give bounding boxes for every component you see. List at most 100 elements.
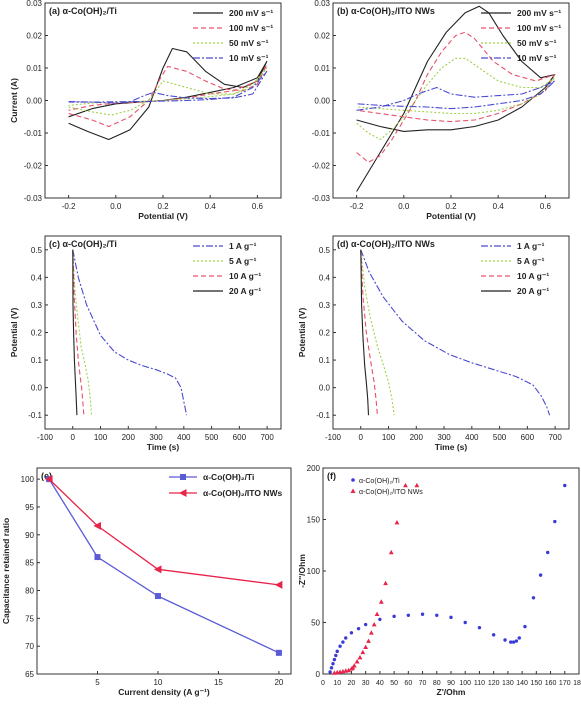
x-tick-label: 180 (573, 680, 581, 687)
y-tick-label: -0.1 (28, 411, 42, 420)
series-2 (72, 249, 93, 416)
data-point (514, 639, 519, 643)
series-2 (356, 31, 556, 163)
x-tick-label: 10 (153, 678, 162, 687)
x-tick-label: 0.0 (398, 202, 410, 211)
y-tick-label: -0.03 (312, 194, 331, 203)
legend-label: 1 A g⁻¹ (517, 241, 545, 251)
legend-label: 50 mV s⁻¹ (229, 38, 269, 48)
data-point (371, 621, 377, 627)
x-tick-label: -0.2 (62, 202, 76, 211)
x-tick-label: 700 (548, 433, 562, 442)
legend-label: 10 mV s⁻¹ (229, 53, 269, 63)
series-4 (72, 249, 78, 416)
y-tick-label: -0.01 (24, 129, 43, 138)
data-point (392, 614, 396, 619)
y-axis-label: -Z''/Ohm (297, 554, 307, 588)
x-tick-label: 300 (437, 433, 451, 442)
data-point (341, 640, 345, 644)
x-tick-label: 0.6 (252, 202, 264, 211)
y-tick-label: 85 (25, 559, 34, 568)
legend-label: 20 A g⁻¹ (229, 286, 261, 296)
series-3 (68, 67, 268, 116)
y-tick-label: 0.02 (26, 32, 42, 41)
y-tick-label: 0.2 (319, 329, 331, 338)
data-point (368, 630, 374, 635)
data-point (94, 554, 101, 561)
x-tick-label: 15 (214, 678, 223, 687)
y-tick-label: 0.00 (26, 97, 42, 106)
x-tick-label: 100 (459, 680, 471, 687)
data-point (328, 670, 332, 674)
legend-label: 10 A g⁻¹ (517, 271, 549, 281)
series-line (360, 249, 395, 416)
legend-marker (180, 474, 186, 480)
series-1 (46, 476, 282, 656)
x-tick-label: 100 (382, 433, 396, 442)
x-tick-label: 90 (447, 680, 455, 687)
y-tick-label: -0.02 (24, 162, 43, 171)
y-tick-label: 70 (25, 642, 34, 651)
series-1 (328, 483, 567, 674)
x-tick-label: 200 (122, 433, 136, 442)
x-tick-label: 500 (205, 433, 219, 442)
data-point (275, 649, 282, 656)
y-tick-label: 90 (25, 531, 34, 540)
x-tick-label: 40 (376, 680, 384, 687)
panel-b: -0.2 0.0 0.2 0.4 0.6 -0.03 -0.02 -0.01 0.00 0.01 0… (312, 0, 570, 221)
data-point (331, 662, 335, 666)
data-point (414, 482, 420, 488)
legend-label: α-Co(OH)₂/Ti (359, 478, 400, 485)
data-point (45, 475, 53, 484)
x-tick-label: 20 (274, 678, 283, 687)
data-point (531, 596, 536, 600)
data-point (344, 636, 348, 640)
y-tick-label: -0.1 (316, 411, 330, 420)
legend-label: 10 A g⁻¹ (229, 271, 261, 281)
data-point (363, 644, 369, 650)
y-tick-label: 0.03 (26, 0, 42, 8)
x-tick-label: 20 (348, 680, 356, 687)
x-tick-label: 300 (149, 433, 163, 442)
y-tick-label: -0.03 (24, 194, 43, 203)
data-point (366, 638, 371, 643)
data-point (463, 620, 467, 625)
series-line (72, 249, 93, 416)
data-point (360, 649, 366, 655)
y-axis-label: Capacitance retained ratio (1, 518, 11, 624)
series-line (356, 57, 556, 141)
panel-label: (a) α-Co(OH)₂/Ti (49, 6, 117, 16)
y-tick-label: 0.3 (31, 301, 43, 310)
series-line (356, 31, 556, 163)
data-point (378, 599, 384, 604)
x-axis-label: Current density (A g⁻¹) (118, 687, 210, 697)
panel-label: (d) α-Co(OH)₂/ITO NWs (337, 239, 435, 249)
y-tick-label: 80 (25, 586, 34, 595)
data-point (538, 573, 543, 577)
y-tick-label: 200 (307, 464, 321, 473)
legend-label: 10 mV s⁻¹ (517, 53, 557, 63)
data-point (374, 611, 380, 617)
x-tick-label: 0.0 (110, 202, 122, 211)
y-tick-label: 95 (25, 503, 34, 512)
series-line (356, 5, 556, 192)
x-tick-label: 100 (94, 433, 108, 442)
y-tick-label: 0.01 (314, 64, 330, 73)
series-line (72, 249, 188, 416)
legend-label: 20 A g⁻¹ (517, 286, 549, 296)
data-point (274, 580, 283, 589)
x-tick-label: 600 (233, 433, 247, 442)
data-point (363, 622, 368, 627)
plot-frame (322, 467, 580, 675)
data-point (509, 640, 513, 644)
plot-frame (36, 467, 292, 675)
panel-label: (c) α-Co(OH)₂/Ti (49, 239, 117, 249)
data-point (406, 613, 411, 617)
x-tick-label: 0.4 (205, 202, 217, 211)
legend-label: α-Co(OH)₂/ITO NWs (203, 488, 282, 498)
data-point (546, 550, 550, 555)
legend-label: 200 mV s⁻¹ (229, 8, 273, 18)
x-tick-label: 0 (321, 680, 325, 687)
x-tick-label: 0 (359, 433, 364, 442)
x-tick-label: 70 (419, 680, 427, 687)
